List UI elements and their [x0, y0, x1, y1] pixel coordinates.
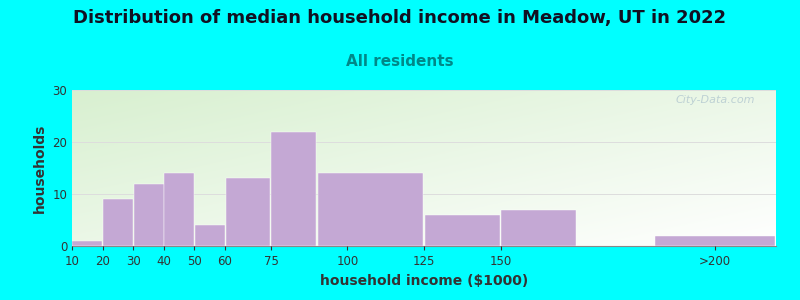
X-axis label: household income ($1000): household income ($1000) — [320, 274, 528, 288]
Bar — [271, 132, 317, 246]
Bar — [134, 184, 163, 246]
Bar — [425, 215, 500, 246]
Bar — [318, 173, 423, 246]
Text: All residents: All residents — [346, 54, 454, 69]
Bar — [226, 178, 270, 246]
Bar — [164, 173, 194, 246]
Bar — [103, 199, 133, 246]
Text: Distribution of median household income in Meadow, UT in 2022: Distribution of median household income … — [74, 9, 726, 27]
Bar — [654, 236, 774, 246]
Y-axis label: households: households — [33, 123, 46, 213]
Bar — [502, 210, 576, 246]
Bar — [194, 225, 225, 246]
Text: City-Data.com: City-Data.com — [675, 95, 755, 105]
Bar — [72, 241, 102, 246]
